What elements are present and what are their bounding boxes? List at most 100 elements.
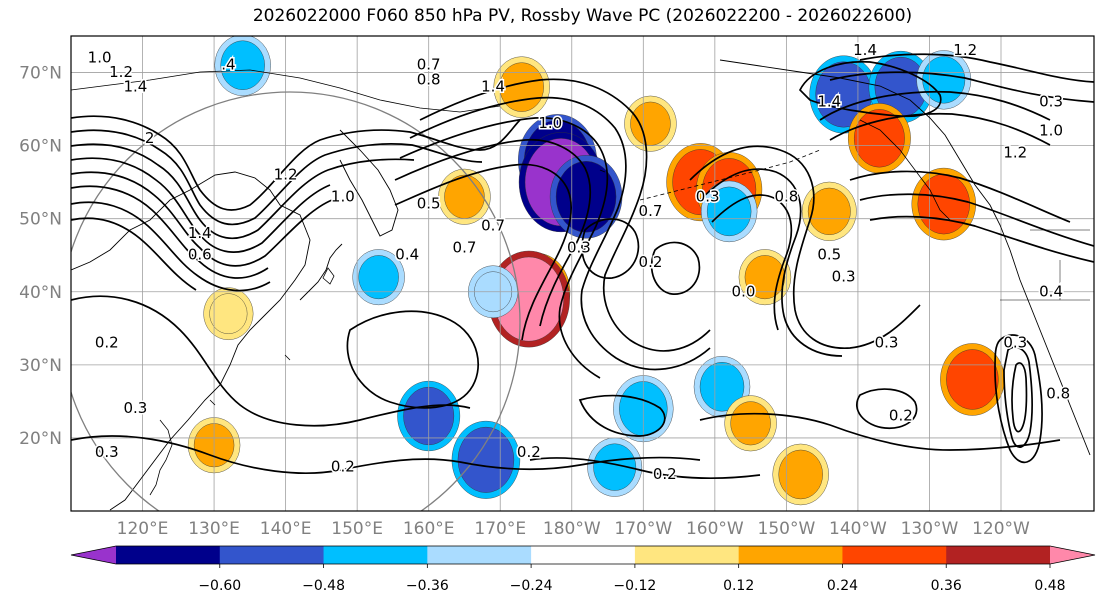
x-tick-label: 160°W: [686, 519, 744, 539]
y-tick-label: 70°N: [19, 64, 62, 84]
contour-label: 1.2: [109, 63, 133, 81]
contour-label: 0.4: [1039, 282, 1063, 300]
colorbar-segment: [219, 546, 325, 564]
colorbar: −0.60 −0.48 −0.36 −0.24 −0.12 0.12 0.24 0.36 0.4…: [70, 545, 1096, 594]
colorbar-extend-high: [1050, 546, 1095, 564]
contour-label: 0.8: [1046, 385, 1070, 403]
contour-label: 0.7: [453, 238, 477, 256]
anomaly-blob: [699, 362, 745, 412]
x-tick-label: 160°E: [403, 519, 455, 539]
y-axis-ticks: 20°N 30°N 40°N 50°N 60°N 70°N: [19, 64, 62, 449]
colorbar-tick-label: −0.60: [198, 578, 241, 594]
contour-label: 0.2: [653, 465, 677, 483]
contour-label: 0.5: [817, 246, 841, 264]
anomaly-blob: [630, 101, 671, 146]
contour-label: 0.3: [95, 443, 119, 461]
contour-label: 1.4: [817, 92, 841, 110]
pv-contours: [71, 53, 1094, 480]
contour-label: 0.2: [517, 443, 541, 461]
colorbar-tick-label: −0.24: [510, 578, 553, 594]
anomaly-blob: [807, 187, 851, 235]
colorbar-tick-label: 0.24: [827, 578, 858, 594]
anomaly-blob: [946, 349, 999, 410]
colorbar-segment: [946, 546, 1051, 564]
x-tick-label: 120°W: [972, 519, 1030, 539]
contour-label: 0.3: [832, 268, 856, 286]
contour-label: 1.2: [953, 41, 977, 59]
anomaly-blob: [593, 443, 637, 491]
contour-label: 0.5: [417, 195, 441, 213]
contour-label: 1.4: [188, 224, 212, 242]
contour-label: 1.0: [331, 187, 355, 205]
anomaly-blob: [917, 173, 970, 235]
y-tick-label: 60°N: [19, 137, 62, 157]
contour-label: 2: [145, 129, 155, 147]
colorbar-segment: [842, 546, 947, 564]
contour-label: 0.2: [95, 333, 119, 351]
contour-label: 0.3: [1003, 333, 1027, 351]
y-tick-label: 20°N: [19, 429, 62, 449]
contour-label: 1.0: [88, 48, 112, 66]
x-tick-label: 140°E: [260, 519, 312, 539]
contour-label: 1.2: [1003, 143, 1027, 161]
chart-title: 2026022000 F060 850 hPa PV, Rossby Wave …: [252, 6, 913, 26]
contour-label: 0.2: [639, 253, 663, 271]
graticule: [71, 36, 1094, 511]
y-tick-label: 30°N: [19, 356, 62, 376]
contour-label: 0.4: [395, 246, 419, 264]
contour-label: .4: [221, 56, 235, 74]
y-tick-label: 40°N: [19, 283, 62, 303]
colorbar-segment: [427, 546, 532, 564]
x-tick-label: 130°W: [901, 519, 959, 539]
anomaly-blob: [209, 293, 248, 334]
anomaly-blob: [358, 255, 399, 300]
contour-label: 0.0: [732, 282, 756, 300]
colorbar-tick-label: 0.36: [931, 578, 962, 594]
colorbar-segment: [531, 546, 636, 564]
colorbar-segment: [738, 546, 843, 564]
anomaly-blob: [922, 56, 966, 104]
x-tick-label: 170°W: [614, 519, 672, 539]
anomaly-blob: [220, 40, 265, 90]
contour-label: 1.4: [123, 78, 147, 96]
anomaly-blob: [744, 255, 786, 300]
contour-label: 0.8: [417, 70, 441, 88]
contour-labels: 1.01.21.4.4 0.70.8 1.41.01.4 1.21.4 0.31.01.…: [86, 40, 1071, 485]
contour-label: 0.3: [1039, 92, 1063, 110]
x-tick-label: 180°W: [543, 519, 601, 539]
colorbar-tick-label: −0.36: [406, 578, 449, 594]
coastlines: [71, 59, 1091, 511]
contour-label: 0.7: [417, 56, 441, 74]
contour-label: 1.0: [538, 114, 562, 132]
colorbar-tick-label: −0.48: [302, 578, 345, 594]
x-tick-label: 130°E: [188, 519, 240, 539]
contour-label: 1.0: [1039, 122, 1063, 140]
colorbar-extend-low: [71, 546, 116, 564]
x-tick-label: 170°E: [474, 519, 526, 539]
contour-label: 0.8: [774, 187, 798, 205]
contour-label: 0.3: [123, 399, 147, 417]
contour-label: 0.2: [889, 407, 913, 425]
contour-label: 0.3: [875, 333, 899, 351]
map-frame: [70, 35, 1095, 512]
anomaly-blob: [730, 401, 771, 446]
great-circle-ring: [71, 91, 521, 511]
x-tick-label: 150°E: [331, 519, 383, 539]
x-tick-label: 120°E: [117, 519, 169, 539]
contour-label: 0.7: [481, 217, 505, 235]
colorbar-segment: [116, 546, 221, 564]
contour-label: 1.2: [274, 165, 298, 183]
colorbar-tick-label: 0.48: [1034, 578, 1065, 594]
colorbar-tick-label: 0.12: [723, 578, 754, 594]
contour-label: 1.4: [481, 78, 505, 96]
contour-label: 0.7: [639, 202, 663, 220]
anomaly-blob: [457, 426, 515, 493]
anomaly-blob: [778, 449, 823, 500]
anomaly-blob: [706, 186, 752, 237]
colorbar-segment: [634, 546, 740, 564]
anomaly-blob: [853, 109, 905, 168]
contour-label: 0.3: [567, 238, 591, 256]
x-tick-label: 140°W: [829, 519, 887, 539]
contour-label: 0.2: [331, 458, 355, 476]
